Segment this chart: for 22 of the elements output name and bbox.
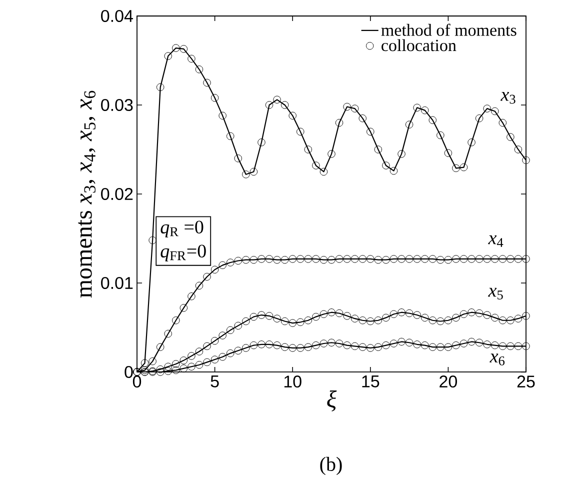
legend-label: method of moments	[381, 24, 516, 36]
y-tick-label: 0.03	[101, 98, 133, 112]
annotation: q$_{FR}$=0	[160, 244, 206, 262]
annotation: x$_{5}$	[488, 288, 503, 300]
legend-label: collocation	[382, 39, 456, 52]
annotation: x$_{3}$	[500, 92, 516, 104]
annotation: x$_{4}$	[488, 235, 504, 247]
x-tick-label: 0	[132, 376, 142, 388]
text: moments x$_{3}$, x$_{4}$, x$_{5}$, x$_{6}$	[78, 90, 96, 298]
x-tick-label: 25	[517, 376, 535, 388]
x-tick-label: 5	[210, 376, 219, 388]
x-axis-title: ξ	[327, 390, 337, 412]
annotation: x$_{6}$	[490, 354, 505, 366]
text: (b)	[320, 456, 342, 476]
annotation: q$_{R}$ =0	[160, 220, 204, 238]
y-tick-label: 0.04	[101, 10, 133, 22]
x-tick-label: 15	[362, 376, 380, 388]
y-tick-label: 0.01	[101, 276, 133, 290]
y-tick-label: 0	[124, 366, 133, 378]
x-tick-label: 20	[440, 376, 457, 388]
y-tick-label: 0.02	[101, 188, 133, 200]
x-tick-label: 10	[284, 376, 302, 388]
